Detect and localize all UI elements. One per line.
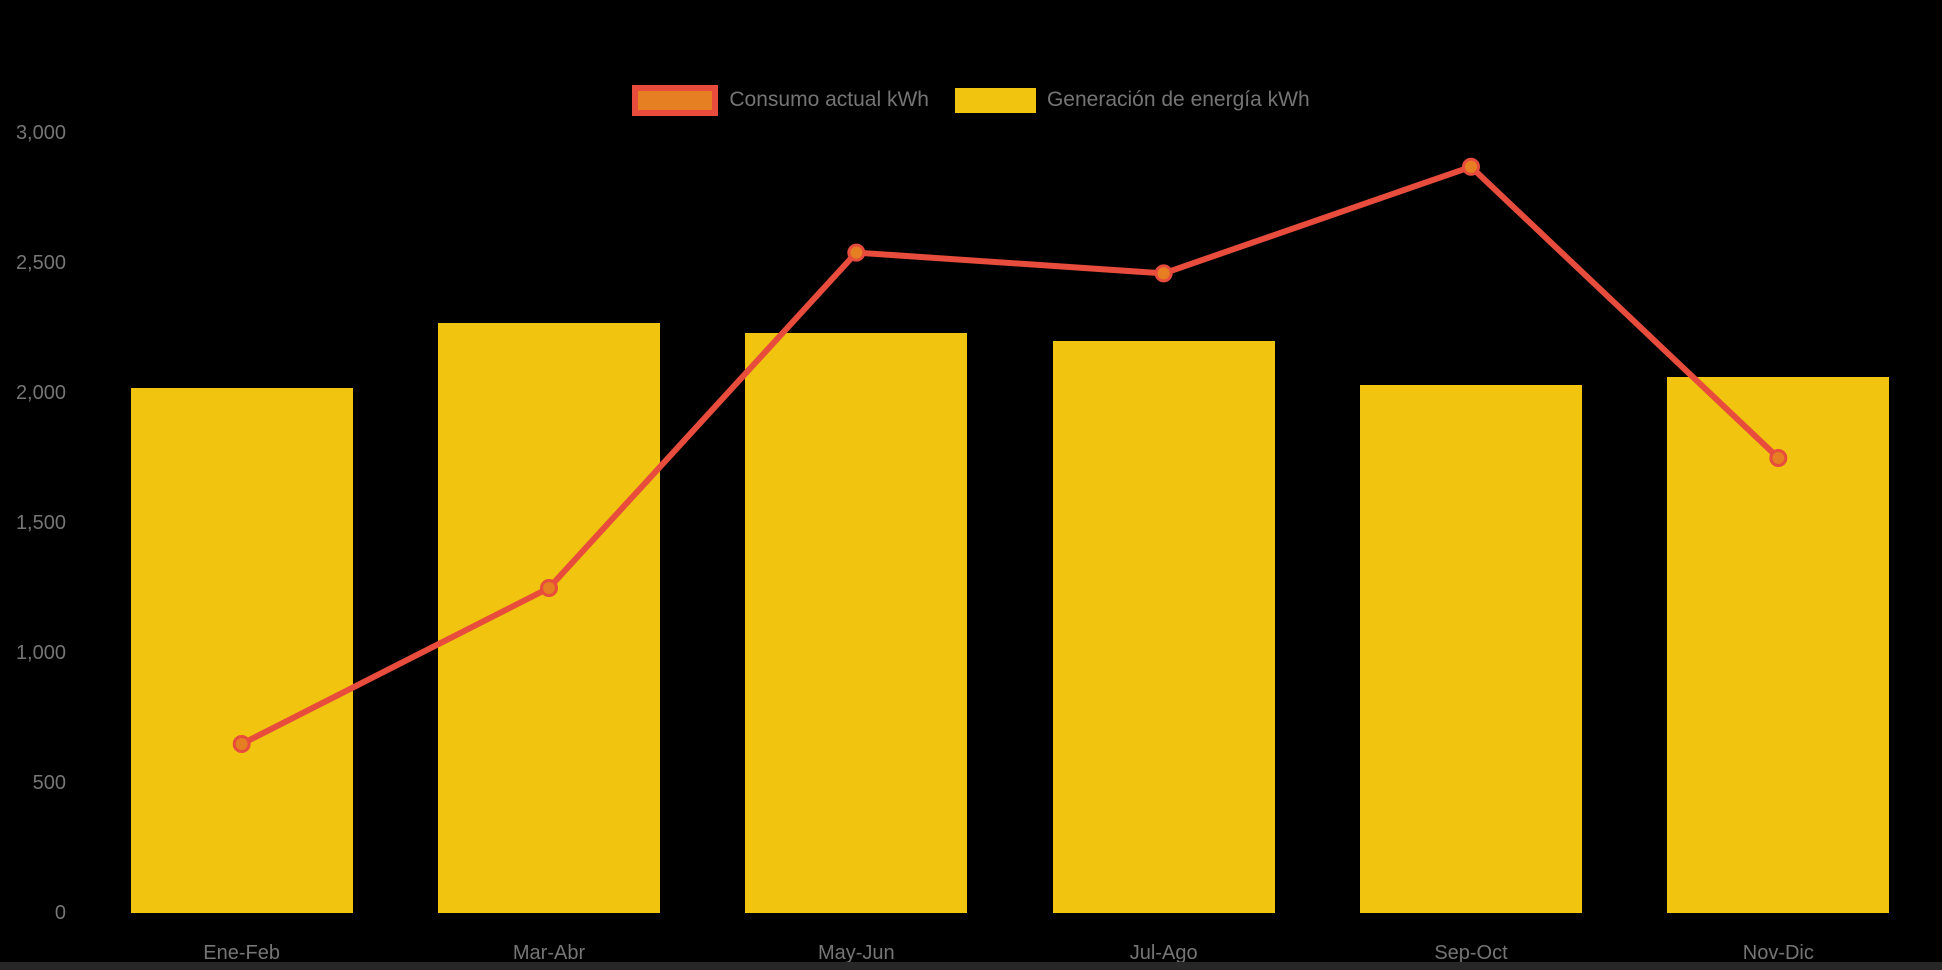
consumo-data-point[interactable]	[1462, 157, 1480, 176]
x-axis-category-label: May-Jun	[817, 942, 895, 964]
legend-item-generacion-energia[interactable]: Generación de energía kWh	[954, 87, 1310, 113]
generacion-bar[interactable]	[130, 387, 353, 913]
generacion-energia-marker-icon	[954, 87, 1036, 113]
consumo-data-point[interactable]	[1769, 449, 1788, 467]
chart-legend: Consumo actual kWh Generación de energía…	[0, 83, 1942, 117]
consumo-data-point[interactable]	[540, 579, 558, 597]
legend-item-consumo-actual[interactable]: Consumo actual kWh	[632, 84, 929, 116]
y-axis-tick-label: 0	[54, 902, 66, 924]
x-axis-category-label: Ene-Feb	[203, 942, 281, 964]
y-axis-tick-label: 3,000	[15, 122, 66, 144]
x-axis-category-label: Mar-Abr	[512, 942, 586, 964]
generacion-bar[interactable]	[745, 333, 968, 913]
generacion-bar[interactable]	[1360, 385, 1582, 913]
consumo-data-point[interactable]	[1154, 264, 1173, 283]
y-axis-tick-label: 1,500	[15, 512, 66, 534]
consumo-actual-marker-icon	[632, 84, 719, 116]
y-axis-tick-label: 2,000	[15, 382, 66, 404]
bottom-edge-bar	[0, 962, 1942, 970]
consumo-data-point[interactable]	[232, 735, 251, 753]
y-axis-tick-label: 500	[32, 772, 66, 794]
consumo-data-point[interactable]	[847, 243, 866, 262]
x-axis-category-label: Nov-Dic	[1742, 942, 1814, 964]
x-axis-category-label: Jul-Ago	[1129, 942, 1198, 964]
x-axis-category-label: Sep-Oct	[1434, 942, 1508, 964]
y-axis-tick-label: 2,500	[15, 252, 66, 274]
y-axis-tick-label: 1,000	[15, 642, 66, 664]
legend-label-generacion-energia: Generación de energía kWh	[1046, 88, 1310, 111]
generacion-bar[interactable]	[438, 322, 660, 913]
legend-label-consumo-actual: Consumo actual kWh	[729, 88, 929, 111]
generacion-bar[interactable]	[1052, 341, 1275, 913]
